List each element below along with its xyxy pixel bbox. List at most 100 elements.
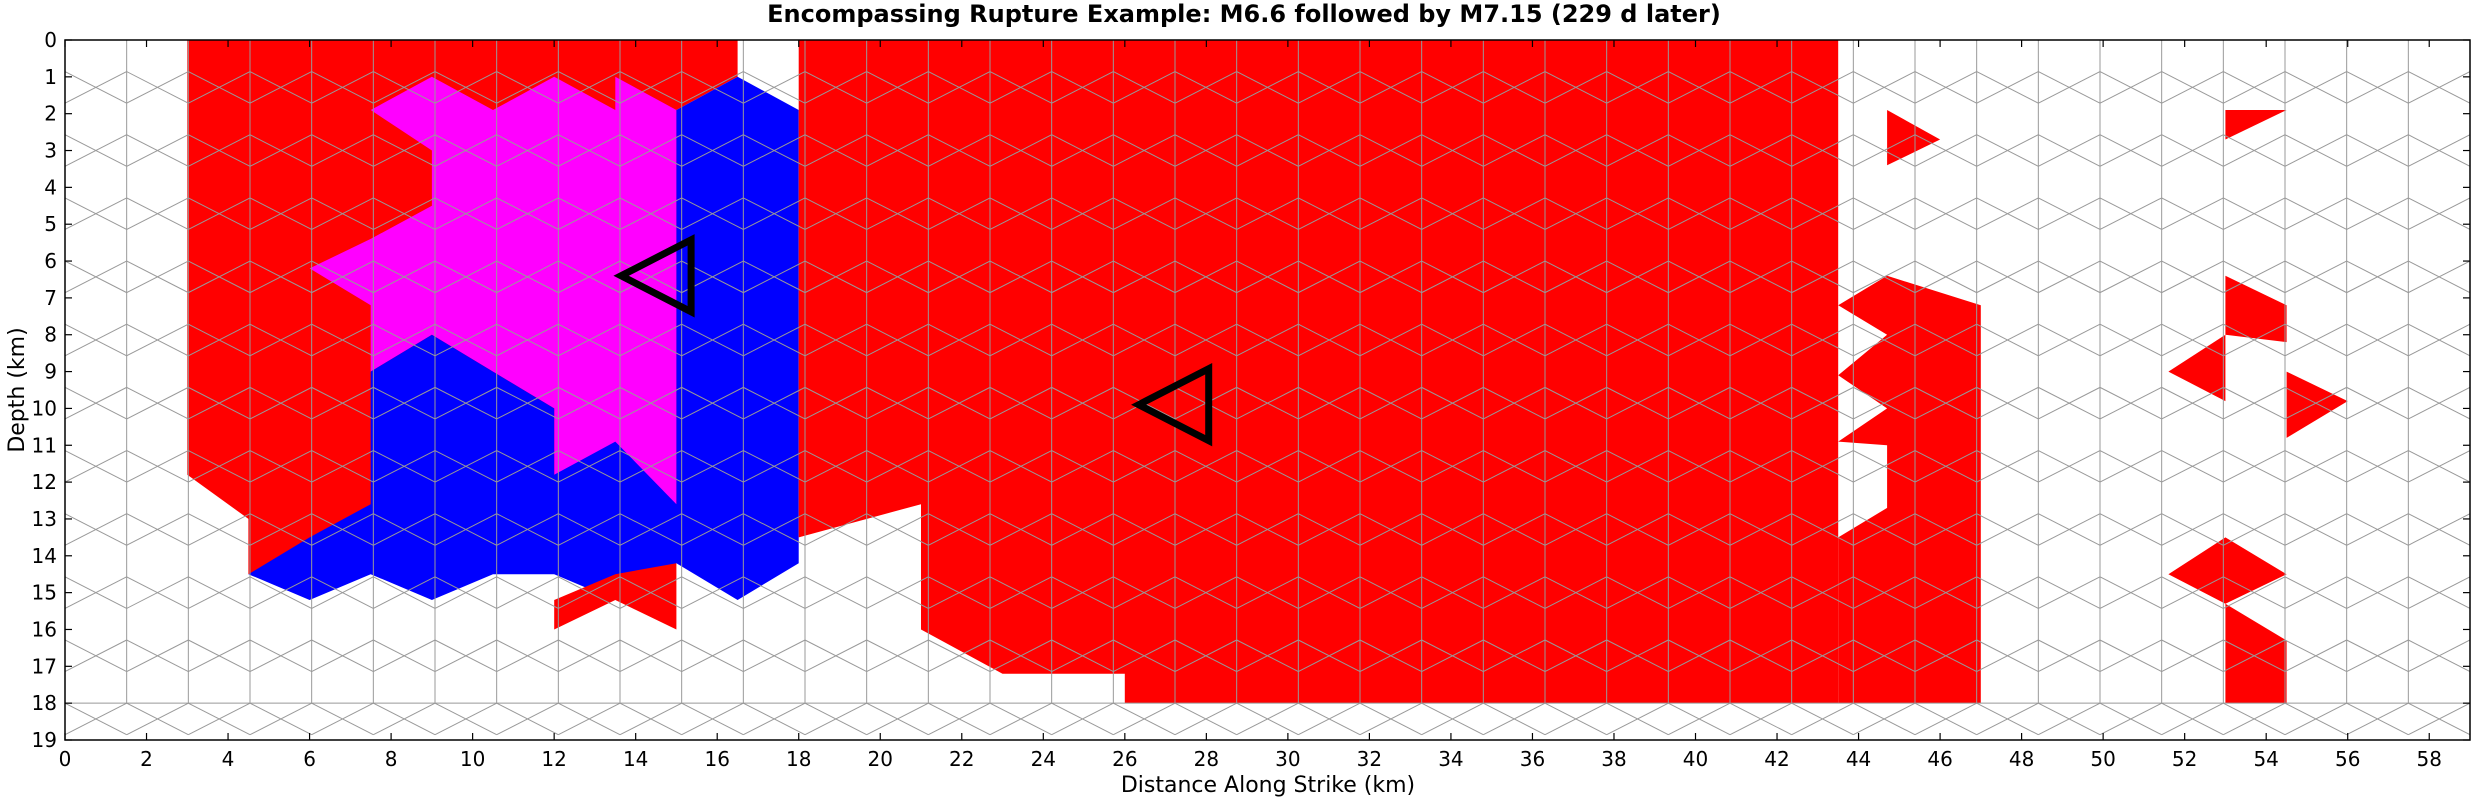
- mesh-line: [1359, 702, 1422, 736]
- mesh-line: [496, 702, 559, 736]
- mesh-line: [1853, 260, 1916, 294]
- mesh-line: [1359, 260, 1422, 294]
- mesh-line: [65, 134, 127, 167]
- mesh-line: [2408, 702, 2470, 736]
- mesh-line: [249, 197, 312, 230]
- mesh-line: [619, 450, 682, 483]
- mesh-line: [249, 576, 312, 609]
- mesh-line: [434, 513, 497, 546]
- mesh-line: [373, 40, 375, 41]
- mesh-line: [2038, 702, 2101, 736]
- mesh-line: [1606, 450, 1669, 483]
- mesh-line: [619, 576, 682, 609]
- mesh-line: [1298, 197, 1361, 230]
- mesh-line: [2099, 260, 2162, 294]
- mesh-line: [619, 323, 682, 357]
- mesh-line: [743, 197, 806, 230]
- mesh-line: [2038, 639, 2101, 673]
- y-tick-label: 19: [32, 728, 57, 752]
- mesh-line: [1113, 323, 1176, 357]
- mesh-line: [1606, 323, 1669, 357]
- mesh-line: [2223, 134, 2286, 167]
- mesh-line: [188, 450, 251, 483]
- mesh-line: [1729, 323, 1792, 357]
- mesh-line: [681, 576, 744, 609]
- mesh-line: [1236, 386, 1299, 420]
- mesh-line: [1113, 260, 1176, 294]
- mesh-line: [2099, 323, 2162, 357]
- mesh-line: [1174, 323, 1237, 357]
- mesh-line: [2038, 386, 2101, 420]
- mesh-line: [1421, 450, 1484, 483]
- mesh-line: [2469, 355, 2470, 356]
- mesh-line: [1113, 197, 1176, 230]
- mesh-line: [558, 134, 621, 167]
- mesh-line: [496, 639, 559, 673]
- mesh-line: [558, 639, 621, 673]
- mesh-line: [1483, 134, 1546, 167]
- plot-area: [64, 39, 2471, 741]
- mesh-line: [804, 386, 867, 420]
- y-tick-label: 7: [44, 286, 57, 310]
- mesh-line: [65, 513, 127, 546]
- mesh-line: [1914, 134, 1977, 167]
- y-tick-label: 8: [44, 323, 57, 347]
- mesh-line: [373, 197, 436, 230]
- x-tick-label: 22: [949, 747, 974, 771]
- mesh-line: [1298, 134, 1361, 167]
- mesh-line: [2346, 450, 2409, 483]
- mesh-line: [1051, 260, 1114, 294]
- mesh-line: [1483, 71, 1546, 104]
- mesh-line: [2161, 71, 2224, 104]
- mesh-line: [1729, 639, 1792, 673]
- mesh-line: [1791, 576, 1854, 609]
- mesh-line: [1914, 197, 1977, 230]
- x-tick-label: 30: [1275, 747, 1300, 771]
- mesh-line: [1852, 40, 1854, 41]
- mesh-line: [804, 260, 867, 294]
- x-tick-label: 18: [786, 747, 811, 771]
- mesh-line: [1913, 40, 1915, 41]
- mesh-line: [1606, 71, 1669, 104]
- mesh-line: [2469, 734, 2470, 735]
- mesh-line: [681, 323, 744, 357]
- rupture-region: [2168, 334, 2226, 402]
- mesh-line: [311, 702, 374, 736]
- mesh-line: [249, 71, 312, 104]
- mesh-line: [619, 639, 682, 673]
- mesh-line: [1359, 513, 1422, 546]
- x-tick-label: 50: [2090, 747, 2115, 771]
- y-tick-label: 15: [32, 581, 57, 605]
- rupture-region: [798, 40, 1839, 704]
- mesh-line: [989, 197, 1052, 230]
- mesh-line: [496, 71, 559, 104]
- y-tick-label: 4: [44, 175, 57, 199]
- mesh-line: [989, 71, 1052, 104]
- mesh-line: [373, 260, 436, 294]
- mesh-line: [1236, 576, 1299, 609]
- mesh-line: [1421, 639, 1484, 673]
- mesh-line: [1174, 260, 1237, 294]
- y-tick-label: 14: [32, 544, 57, 568]
- mesh-line: [2161, 134, 2224, 167]
- mesh-line: [681, 71, 744, 104]
- mesh-line: [1914, 386, 1977, 420]
- mesh-line: [928, 513, 991, 546]
- x-tick-label: 26: [1112, 747, 1137, 771]
- mesh-line: [1791, 450, 1854, 483]
- rupture-region: [2225, 275, 2287, 343]
- mesh-line: [2161, 639, 2224, 673]
- mesh-line: [2346, 386, 2409, 420]
- mesh-line: [1668, 576, 1731, 609]
- mesh-line: [1174, 639, 1237, 673]
- mesh-line: [126, 513, 189, 546]
- mesh-line: [2469, 607, 2470, 609]
- y-tick-label: 16: [32, 617, 57, 641]
- mesh-line: [2223, 40, 2225, 41]
- mesh-line: [65, 40, 67, 41]
- mesh-line: [1853, 71, 1916, 104]
- mesh-line: [1051, 576, 1114, 609]
- mesh-line: [1236, 323, 1299, 357]
- mesh-line: [743, 513, 806, 546]
